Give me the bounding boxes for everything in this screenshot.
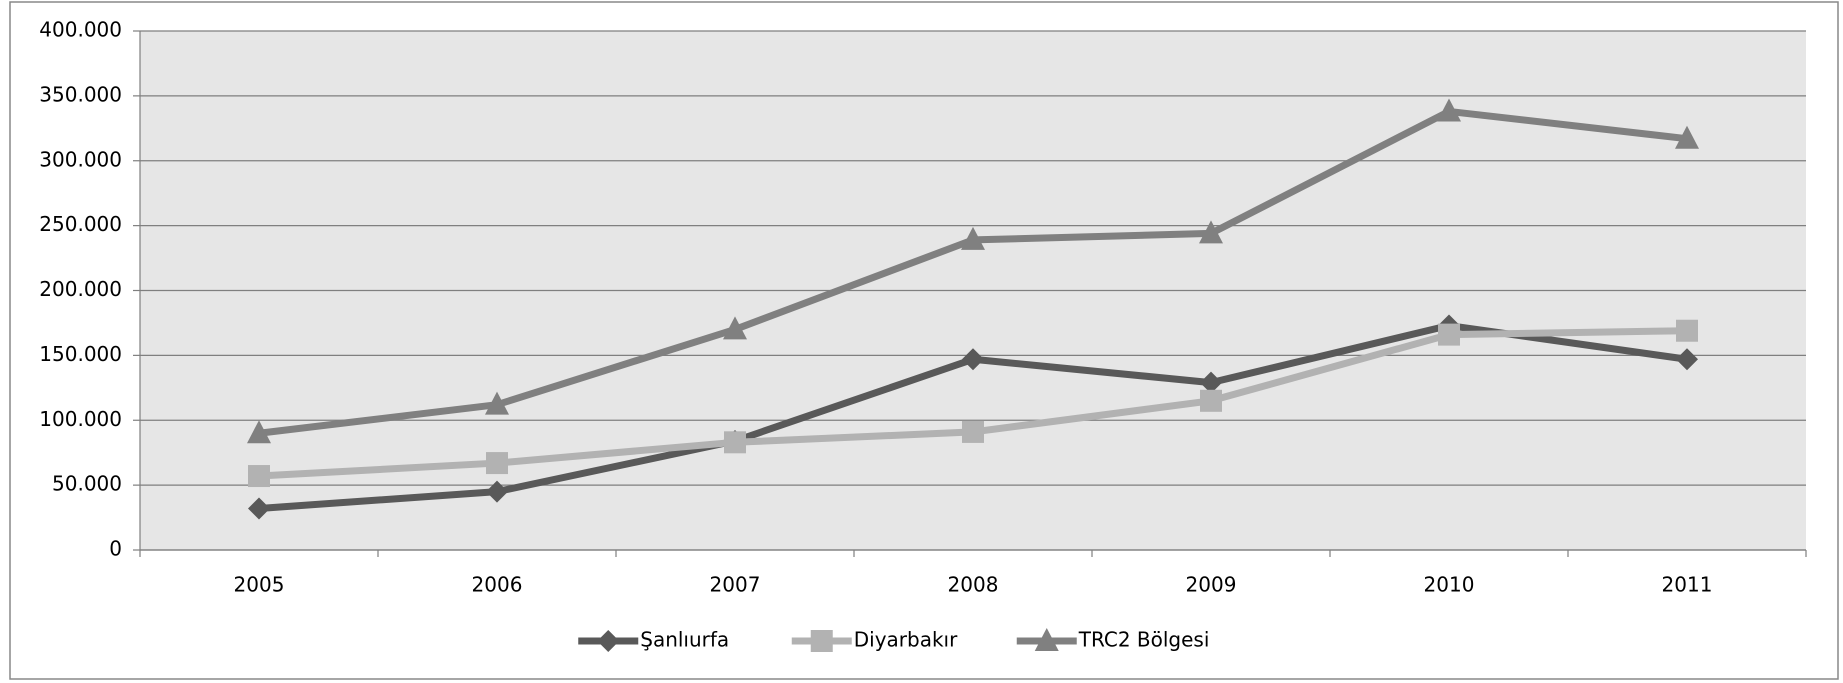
x-tick-label: 2010 [1424, 573, 1475, 597]
x-tick-label: 2009 [1186, 573, 1237, 597]
marker [1438, 323, 1460, 346]
marker [247, 420, 271, 444]
x-tick-label: 2007 [710, 573, 761, 597]
marker [962, 420, 984, 443]
y-tick-label: 150.000 [39, 342, 122, 366]
y-tick-label: 0 [109, 537, 122, 561]
marker [1034, 628, 1059, 651]
y-tick-label: 400.000 [39, 18, 122, 42]
marker [724, 431, 746, 454]
marker [1676, 348, 1698, 371]
y-tick-label: 100.000 [39, 407, 122, 431]
marker [1675, 125, 1699, 149]
legend-label: TRC2 Bölgesi [1078, 628, 1210, 652]
marker [962, 348, 984, 371]
marker [1200, 371, 1222, 394]
marker [1199, 220, 1223, 244]
legend-label: Diyarbakır [854, 628, 958, 652]
legend-label: Şanlıurfa [640, 628, 729, 652]
y-tick-label: 50.000 [52, 472, 122, 496]
marker [485, 391, 509, 415]
marker [486, 480, 508, 503]
y-tick-label: 200.000 [39, 277, 122, 301]
marker [961, 226, 985, 250]
x-tick-label: 2008 [948, 573, 999, 597]
y-tick-label: 250.000 [39, 212, 122, 236]
marker [1437, 98, 1461, 122]
marker [1676, 319, 1698, 342]
x-tick-label: 2006 [472, 573, 523, 597]
marker [248, 497, 270, 520]
marker [1200, 389, 1222, 412]
marker [248, 465, 270, 488]
marker [597, 630, 620, 652]
x-tick-label: 2005 [234, 573, 285, 597]
marker [723, 316, 747, 340]
marker [486, 452, 508, 475]
x-tick-label: 2011 [1662, 573, 1713, 597]
y-tick-label: 350.000 [39, 82, 122, 106]
marker [810, 630, 833, 652]
y-tick-label: 300.000 [39, 147, 122, 171]
